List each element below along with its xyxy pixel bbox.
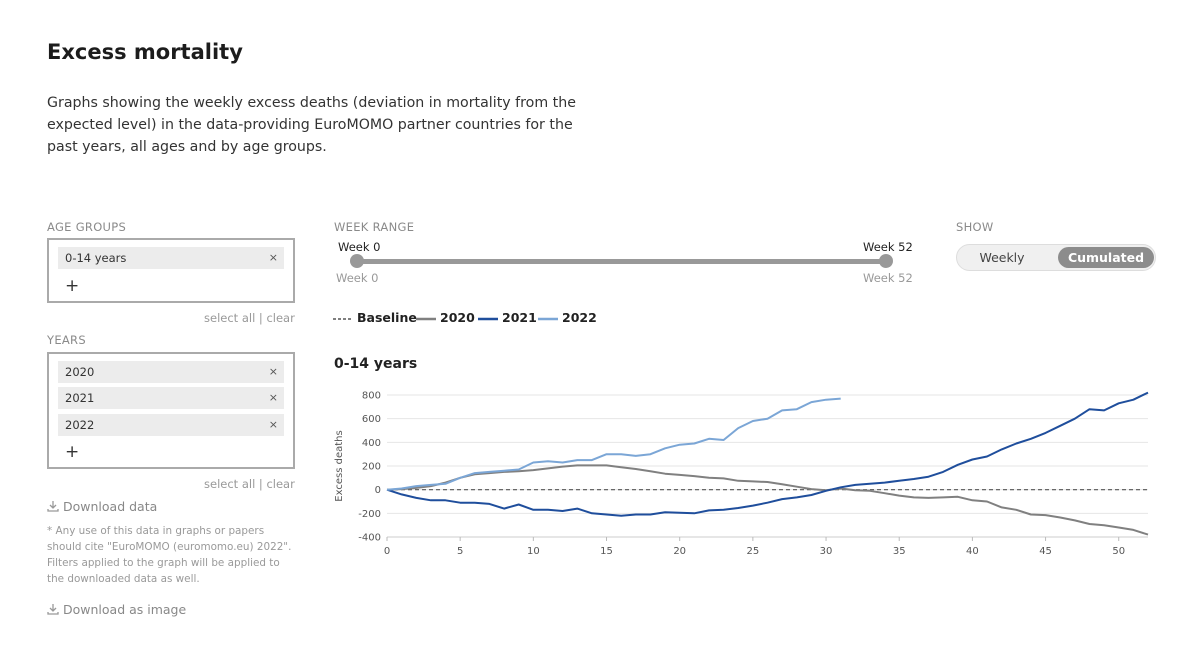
years-box[interactable]: 2020 × 2021 × 2022 × + [47, 352, 295, 469]
remove-year-icon[interactable]: × [268, 391, 278, 404]
years-select-controls: select all | clear [204, 477, 295, 491]
x-tick-label: 30 [820, 546, 833, 557]
remove-year-icon[interactable]: × [268, 365, 278, 378]
y-tick-label: 600 [362, 414, 381, 425]
x-tick-label: 20 [673, 546, 686, 557]
week-range-min-bottom-label: Week 0 [336, 271, 379, 285]
y-tick-label: 400 [362, 438, 381, 449]
show-label: SHOW [956, 220, 994, 234]
legend-item-2022: 2022 [538, 310, 597, 325]
download-icon [47, 604, 59, 615]
x-tick-label: 15 [600, 546, 613, 557]
download-data-label: Download data [63, 499, 158, 514]
year-chip: 2021 × [58, 387, 284, 409]
y-tick-label: 800 [362, 391, 381, 402]
year-chip-label: 2020 [65, 365, 95, 379]
age-groups-separator: | [258, 311, 263, 325]
week-range-max-handle[interactable] [879, 254, 893, 268]
download-icon [47, 501, 59, 512]
legend-swatch-2020 [416, 317, 436, 320]
year-chip: 2020 × [58, 361, 284, 383]
remove-age-group-icon[interactable]: × [268, 251, 278, 264]
week-range-min-handle[interactable] [350, 254, 364, 268]
legend-swatch-baseline [333, 317, 353, 320]
age-groups-select-all-link[interactable]: select all [204, 311, 256, 325]
legend-item-2021: 2021 [478, 310, 537, 325]
x-tick-label: 35 [893, 546, 906, 557]
year-chip-label: 2022 [65, 418, 95, 432]
legend-item-2020: 2020 [416, 310, 475, 325]
series-line-2020 [386, 464, 1149, 536]
legend-item-baseline: Baseline [333, 310, 417, 325]
legend-swatch-2022 [538, 317, 558, 320]
x-tick-label: 5 [457, 546, 463, 557]
intro-text: Graphs showing the weekly excess deaths … [47, 95, 576, 155]
years-select-all-link[interactable]: select all [204, 477, 256, 491]
week-range-max-label: Week 52 [863, 240, 913, 254]
x-tick-label: 25 [746, 546, 759, 557]
legend-label-baseline: Baseline [357, 310, 417, 325]
show-weekly-option[interactable]: Weekly [979, 250, 1025, 265]
legend-swatch-2021 [478, 317, 498, 320]
age-group-chip-label: 0-14 years [65, 251, 127, 265]
y-tick-label: 200 [362, 462, 381, 473]
y-tick-label: -400 [358, 533, 381, 544]
download-image-link[interactable]: Download as image [47, 602, 186, 617]
age-group-chip: 0-14 years × [58, 247, 284, 269]
y-tick-label: 0 [375, 485, 381, 496]
legend-label-2021: 2021 [502, 310, 537, 325]
year-chip: 2022 × [58, 414, 284, 436]
week-range-max-bottom-label: Week 52 [863, 271, 913, 285]
remove-year-icon[interactable]: × [268, 418, 278, 431]
age-groups-box[interactable]: 0-14 years × + [47, 238, 295, 303]
week-range-label: WEEK RANGE [334, 220, 415, 234]
citation-note: * Any use of this data in graphs or pape… [47, 525, 292, 585]
page-title: Excess mortality [47, 40, 243, 64]
legend-label-2020: 2020 [440, 310, 475, 325]
x-tick-label: 40 [966, 546, 979, 557]
y-axis-label: Excess deaths [334, 430, 345, 501]
years-label: YEARS [47, 333, 86, 347]
age-groups-select-controls: select all | clear [204, 311, 295, 325]
year-chip-label: 2021 [65, 391, 95, 405]
x-tick-label: 0 [384, 546, 390, 557]
week-range-min-label: Week 0 [338, 240, 381, 254]
years-clear-link[interactable]: clear [266, 477, 295, 491]
chart-title: 0-14 years [334, 356, 418, 372]
show-toggle: Weekly Cumulated [956, 244, 1156, 271]
age-groups-label: AGE GROUPS [47, 220, 127, 234]
download-data-link[interactable]: Download data [47, 499, 157, 514]
x-tick-label: 10 [527, 546, 540, 557]
age-groups-clear-link[interactable]: clear [266, 311, 295, 325]
years-separator: | [258, 477, 263, 491]
x-tick-label: 45 [1039, 546, 1052, 557]
series-line-2022 [386, 397, 841, 491]
add-year-button[interactable]: + [65, 442, 80, 462]
excess-deaths-chart: -400 -200 0 200 400 600 800 0 5 10 15 20 25 30 35 40 45 5… [334, 391, 1149, 557]
week-range-track[interactable] [357, 259, 887, 264]
legend-label-2022: 2022 [562, 310, 597, 325]
add-age-group-button[interactable]: + [65, 276, 80, 296]
download-image-label: Download as image [63, 602, 187, 617]
series-line-2021 [386, 391, 1149, 517]
y-tick-label: -200 [358, 509, 381, 520]
x-tick-label: 50 [1112, 546, 1125, 557]
show-cumulated-option[interactable]: Cumulated [1058, 247, 1154, 268]
